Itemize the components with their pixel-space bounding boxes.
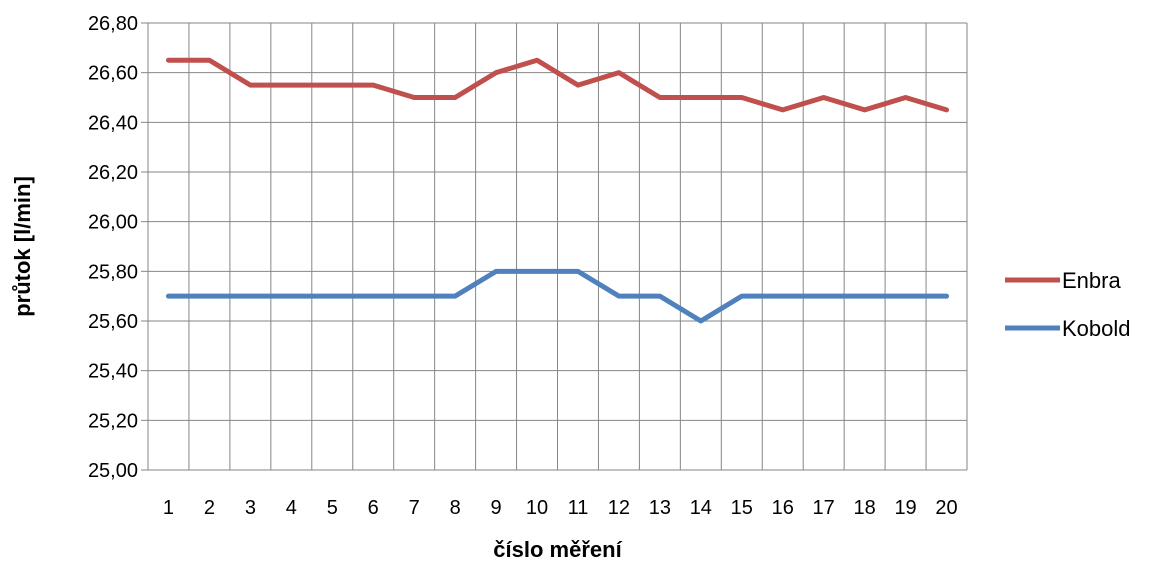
x-tick-label: 20 <box>935 497 957 519</box>
x-tick-label: 17 <box>813 497 835 519</box>
x-tick-label: 13 <box>649 497 671 519</box>
x-tick-label: 7 <box>409 497 420 519</box>
legend-label-kobold: Kobold <box>1062 316 1131 341</box>
legend: Enbra Kobold <box>1005 268 1131 341</box>
x-tick-label: 9 <box>491 497 502 519</box>
y-tick-label: 26,40 <box>88 112 138 134</box>
x-tick-label: 15 <box>731 497 753 519</box>
legend-label-enbra: Enbra <box>1062 268 1121 293</box>
x-tick-label: 16 <box>772 497 794 519</box>
y-tick-label: 25,00 <box>88 460 138 482</box>
x-tick-label: 3 <box>245 497 256 519</box>
y-tick-label: 26,20 <box>88 162 138 184</box>
x-tick-label: 5 <box>327 497 338 519</box>
x-tick-label: 12 <box>608 497 630 519</box>
series-line-enbra <box>165 57 950 113</box>
x-tick-label: 1 <box>163 497 174 519</box>
x-axis-ticks: 1 2 3 4 5 6 7 8 9 10 11 12 13 14 15 16 17 18 19 20 <box>163 497 958 519</box>
y-tick-label: 25,40 <box>88 361 138 383</box>
x-tick-label: 10 <box>526 497 548 519</box>
x-tick-label: 18 <box>854 497 876 519</box>
y-axis-title: průtok [l/min] <box>10 176 35 317</box>
y-tick-label: 25,20 <box>88 410 138 432</box>
x-tick-label: 8 <box>450 497 461 519</box>
x-tick-label: 11 <box>568 497 589 519</box>
y-tick-label: 26,60 <box>88 63 138 85</box>
x-tick-label: 6 <box>368 497 379 519</box>
x-tick-label: 19 <box>894 497 916 519</box>
y-tick-label: 25,60 <box>88 311 138 333</box>
x-tick-label: 4 <box>286 497 297 519</box>
series-line-kobold <box>165 268 950 324</box>
y-axis-ticks: 25,00 25,20 25,40 25,60 25,80 26,00 26,20 26,40… <box>88 13 138 482</box>
y-tick-label: 26,00 <box>88 212 138 234</box>
series-lines <box>165 57 950 324</box>
x-tick-label: 14 <box>690 497 712 519</box>
x-tick-label: 2 <box>204 497 215 519</box>
x-axis-title: číslo měření <box>493 537 622 562</box>
grid <box>141 22 968 471</box>
y-tick-label: 25,80 <box>88 261 138 283</box>
y-tick-label: 26,80 <box>88 13 138 35</box>
